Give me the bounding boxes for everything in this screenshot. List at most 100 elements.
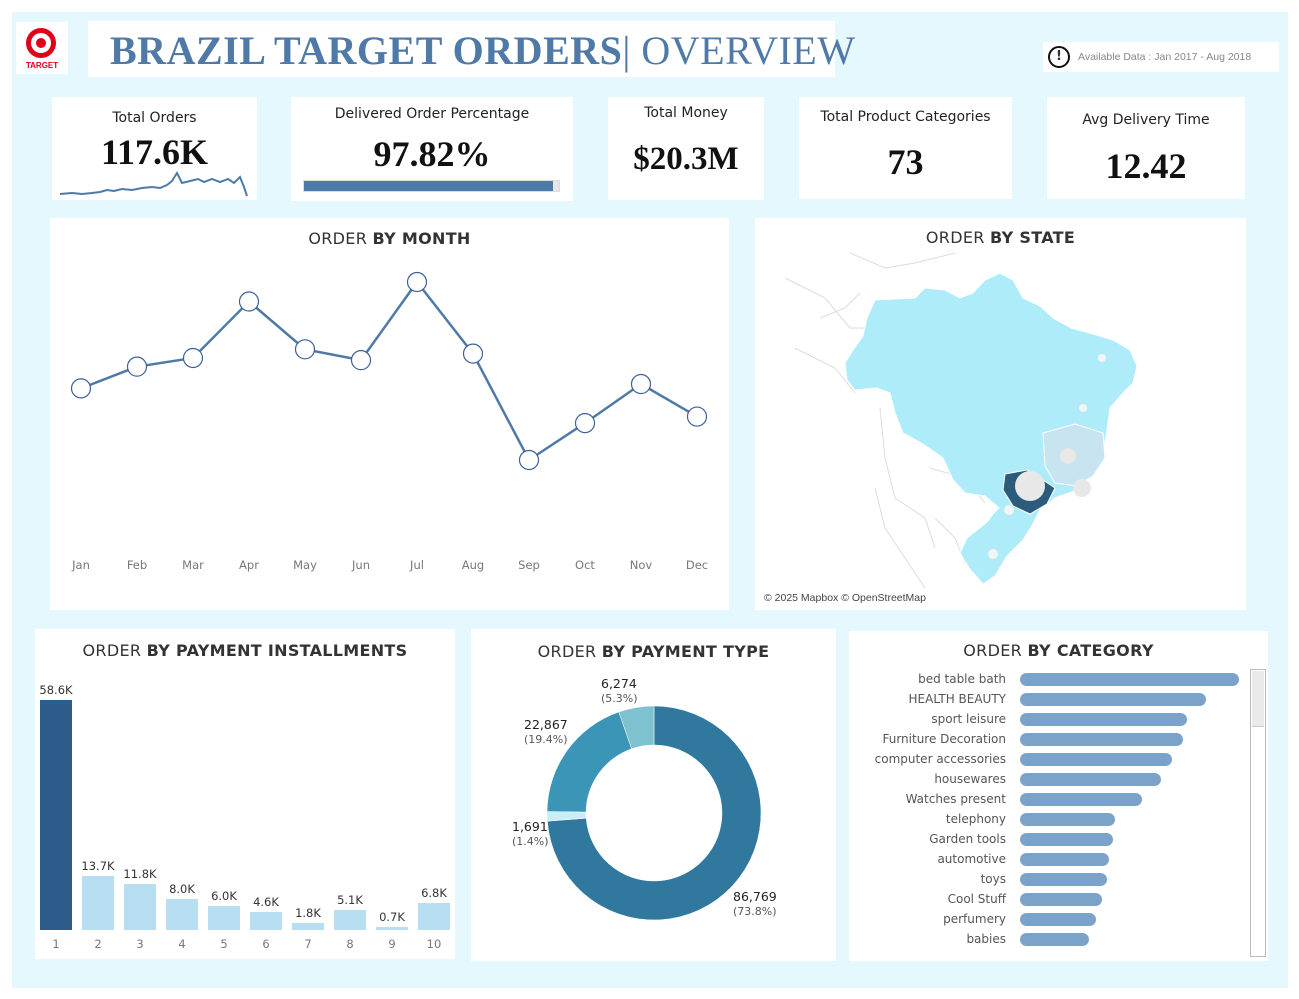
category-scrollbar-thumb[interactable] — [1252, 671, 1264, 727]
brazil-map[interactable] — [755, 218, 1246, 610]
category-bar[interactable] — [1020, 793, 1143, 806]
month-point-dec[interactable] — [686, 406, 708, 427]
installment-tick-10: 10 — [426, 937, 442, 951]
month-tick-jul: Jul — [410, 558, 424, 572]
payment-type-value-0: 86,769 — [733, 889, 777, 904]
category-bar[interactable] — [1020, 673, 1239, 686]
installment-bar-10[interactable] — [418, 903, 450, 930]
category-scrollbar[interactable] — [1250, 669, 1266, 957]
month-point-apr[interactable] — [238, 291, 260, 312]
category-bar[interactable] — [1020, 693, 1206, 706]
category-bar[interactable] — [1020, 933, 1089, 946]
category-bar[interactable] — [1020, 713, 1188, 726]
payment-type-value-2: 22,867 — [524, 717, 568, 732]
map-dot-ba[interactable] — [1079, 404, 1087, 412]
month-point-aug[interactable] — [462, 343, 484, 364]
payment-type-slice-0[interactable] — [547, 705, 762, 921]
order-by-installments-title-bold: BY PAYMENT INSTALLMENTS — [146, 641, 408, 660]
map-dot-pe[interactable] — [1098, 354, 1106, 362]
payment-type-percent-2: (19.4%) — [524, 733, 568, 746]
category-label: perfumery — [943, 912, 1006, 926]
map-dot-rs[interactable] — [988, 549, 998, 559]
kpi-sparkline — [59, 170, 248, 197]
category-bar[interactable] — [1020, 873, 1108, 886]
map-dot-sp[interactable] — [1015, 471, 1045, 501]
order-by-month-title: ORDER BY MONTH — [50, 229, 729, 248]
order-by-month-title-plain: ORDER — [308, 229, 373, 248]
installment-bar-8[interactable] — [334, 909, 366, 930]
installment-tick-7: 7 — [304, 937, 312, 951]
kpi-total-orders-value: 117.6K — [100, 132, 208, 172]
category-label: telephony — [945, 812, 1006, 826]
order-by-category-title-plain: ORDER — [963, 641, 1028, 660]
month-tick-aug: Aug — [461, 558, 485, 572]
installment-bar-9[interactable] — [376, 927, 408, 930]
payment-type-label-3: 6,274 (5.3%) — [601, 676, 638, 706]
payment-type-percent-1: (1.4%) — [512, 835, 549, 848]
installment-bar-3[interactable] — [124, 883, 156, 930]
month-point-jan[interactable] — [70, 378, 92, 399]
month-point-nov[interactable] — [630, 373, 652, 395]
page-title-bold: BRAZIL TARGET ORDERS — [110, 28, 623, 73]
category-label: Cool Stuff — [947, 892, 1006, 906]
month-point-sep[interactable] — [518, 449, 540, 471]
category-bar[interactable] — [1020, 853, 1110, 866]
month-point-mar[interactable] — [182, 347, 204, 369]
installment-bar-1[interactable] — [40, 700, 72, 930]
month-tick-jan: Jan — [72, 558, 90, 572]
installment-tick-4: 4 — [178, 937, 186, 951]
installment-tick-8: 8 — [346, 937, 354, 951]
kpi-total-money-value: $20.3M — [633, 141, 739, 177]
installment-bar-7[interactable] — [292, 922, 324, 930]
month-point-jul[interactable] — [406, 271, 428, 293]
installment-bar-2[interactable] — [82, 876, 114, 930]
kpi-delivered-label: Delivered Order Percentage — [334, 106, 530, 122]
category-label: HEALTH BEAUTY — [908, 692, 1006, 706]
payment-type-label-2: 22,867 (19.4%) — [524, 717, 568, 747]
map-dot-mg[interactable] — [1060, 448, 1076, 464]
category-label: Garden tools — [929, 832, 1006, 846]
category-label: babies — [966, 932, 1006, 946]
installment-tick-1: 1 — [52, 937, 60, 951]
month-point-oct[interactable] — [574, 412, 596, 434]
month-series-line — [80, 279, 698, 462]
month-tick-mar: Mar — [182, 558, 204, 572]
category-bar[interactable] — [1020, 773, 1162, 786]
category-bar[interactable] — [1020, 893, 1102, 906]
month-point-may[interactable] — [294, 339, 316, 360]
payment-type-donut — [546, 705, 762, 921]
category-bar[interactable] — [1020, 913, 1097, 926]
order-by-payment-type-title-bold: BY PAYMENT TYPE — [601, 642, 770, 661]
map-attribution[interactable]: © 2025 Mapbox © OpenStreetMap — [764, 592, 926, 604]
installment-bar-5[interactable] — [208, 906, 240, 930]
category-label: Furniture Decoration — [882, 732, 1006, 746]
alert-icon: ! — [1048, 46, 1070, 68]
category-bar[interactable] — [1020, 813, 1115, 826]
installment-value-5: 6.0K — [211, 889, 237, 904]
order-by-category-title: ORDER BY CATEGORY — [849, 641, 1268, 660]
installment-tick-3: 3 — [136, 937, 144, 951]
title-banner: BRAZIL TARGET ORDERS| OVERVIEW — [88, 21, 855, 77]
month-tick-apr: Apr — [239, 558, 259, 572]
delivered-progress-fill — [304, 181, 554, 191]
category-bar[interactable] — [1020, 833, 1113, 846]
delivered-progress-track — [303, 180, 560, 192]
category-bar[interactable] — [1020, 753, 1173, 766]
installment-value-2: 13.7K — [81, 859, 115, 874]
order-by-state-panel: ORDER BY STATE © 2025 Mapbox © OpenStree… — [755, 218, 1246, 610]
kpi-categories: Total Product Categories 73 — [799, 97, 1012, 199]
payment-type-slice-3[interactable] — [618, 705, 655, 750]
payment-type-label-0: 86,769 (73.8%) — [733, 889, 777, 919]
payment-type-label-1: 1,691 (1.4%) — [512, 819, 549, 849]
installment-value-10: 6.8K — [421, 886, 447, 901]
order-by-installments-title-plain: ORDER — [82, 641, 147, 660]
map-dot-pr[interactable] — [1004, 505, 1014, 515]
kpi-delivered-value: 97.82% — [373, 134, 491, 174]
category-bar[interactable] — [1020, 733, 1184, 746]
installment-bar-4[interactable] — [166, 898, 198, 930]
map-dot-rj[interactable] — [1073, 479, 1091, 497]
month-point-jun[interactable] — [350, 350, 372, 371]
month-point-feb[interactable] — [126, 356, 148, 377]
page-title: BRAZIL TARGET ORDERS| OVERVIEW — [110, 27, 855, 74]
installment-bar-6[interactable] — [250, 911, 282, 930]
